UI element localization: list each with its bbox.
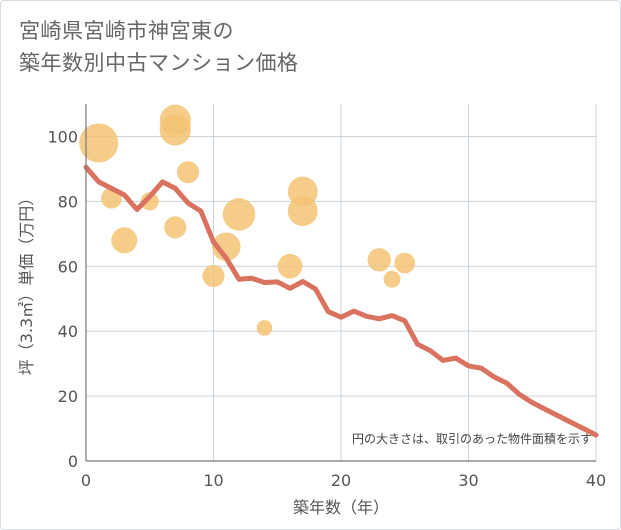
bubble-point (211, 232, 241, 262)
bubble-point (287, 196, 318, 227)
bubble-point (222, 198, 256, 231)
y-tick-label: 100 (47, 127, 78, 146)
bubble-layer (79, 104, 416, 336)
bubble-point (140, 192, 159, 211)
bubble-point (176, 161, 200, 184)
bubble-point (383, 270, 401, 288)
bubble-point (164, 216, 187, 239)
x-tick-label: 20 (331, 471, 351, 490)
bubble-size-note: 円の大きさは、取引のあった物件面積を示す (352, 431, 592, 446)
grid-lines (85, 104, 597, 462)
y-tick-label: 40 (58, 322, 78, 341)
bubble-point (277, 253, 303, 279)
x-axis-label: 築年数（年） (293, 498, 389, 517)
x-tick-label: 40 (586, 471, 606, 490)
y-axis-label: 坪（3.3㎡）単価（万円） (17, 190, 36, 375)
bubble-point (367, 248, 391, 272)
bubble-point (111, 227, 138, 254)
x-tick-label: 30 (458, 471, 478, 490)
y-tick-label: 20 (58, 387, 78, 406)
bubble-point (394, 252, 416, 274)
x-tick-label: 0 (81, 471, 91, 490)
y-tick-label: 60 (58, 257, 78, 276)
bubble-point (159, 114, 191, 146)
chart-title-line-1: 宮崎県宮崎市神宮東の (19, 19, 234, 43)
trend-line (83, 164, 599, 438)
y-tick-label: 0 (68, 452, 78, 471)
axes: 0 20 40 60 80 100 0 10 20 30 40 (47, 104, 606, 490)
bubble-point (202, 264, 225, 288)
y-tick-label: 80 (58, 192, 78, 211)
bubble-point (79, 123, 119, 163)
bubble-point (256, 320, 273, 336)
chart-title-line-2: 築年数別中古マンション価格 (19, 51, 299, 75)
trend-layer (83, 164, 599, 438)
chart-title: 宮崎県宮崎市神宮東の 築年数別中古マンション価格 (19, 15, 299, 79)
x-tick-label: 10 (203, 471, 223, 490)
